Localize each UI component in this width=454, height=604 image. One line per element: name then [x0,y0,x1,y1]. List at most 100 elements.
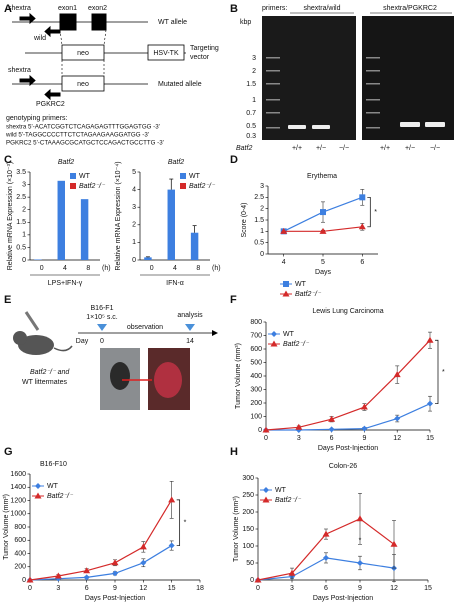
ladder-label: 1.5 [246,81,256,88]
y-tick-label: 3.5 [16,169,26,176]
legend-label: WT [283,331,295,338]
group-label: IFN-α [166,280,184,287]
chart: Batf2 Relative mRNA Expression (×10⁻⁴) 0 1 2… [115,159,221,287]
annotation: * [374,209,377,216]
mouse [18,335,54,355]
legend-swatch [180,173,186,179]
x-tick-label: 15 [424,585,432,592]
y-tick-label: 300 [250,386,262,393]
y-tick-label: 100 [250,413,262,420]
x-tick-label: 4 [173,265,177,272]
primer-label: PGKRC2 [36,101,65,108]
legend-label: WT [275,487,287,494]
marker [97,324,107,331]
marker [393,371,401,378]
x-tick-label: 15 [426,435,434,442]
x-tick-label: 6 [360,259,364,266]
exon-label: exon1 [58,5,77,12]
marker [319,227,327,234]
legend-marker [271,331,277,337]
series-line [266,403,431,431]
bar [34,259,42,260]
gel [362,16,454,140]
arrow [44,88,61,101]
exon [59,13,77,31]
x-tick-label: 9 [358,585,362,592]
chart-title: Erythema [307,173,337,180]
x-tick-label: 9 [113,585,117,592]
y-tick-label: 3 [22,181,26,188]
chart: D Erythema Score (0-4) 0 0.5 1 1.5 2 2.5 3 WT Batf2… [230,154,378,298]
y-tick-label: 1 [260,228,264,235]
y-tick-label: 1400 [10,484,26,491]
series-line [265,339,431,431]
panel-label: C [4,154,12,166]
y-tick-label: 5 [132,169,136,176]
legend-swatch [180,183,186,189]
dash [59,29,63,46]
mice-label: WT littermates [22,379,67,386]
bar [190,232,199,260]
x-tick-label: 3 [297,435,301,442]
series-line [29,545,172,581]
marker [328,426,335,433]
chart-title: Colon-26 [329,463,358,470]
marker [139,543,147,550]
primer-label: shextra [8,67,31,74]
genotype: +/+ [292,145,302,152]
legend-marker [35,483,41,489]
y-tick-label: 250 [242,492,254,499]
y-axis-label: Relative mRNA Expression (×10⁻⁴) [115,161,122,270]
y-tick-label: 0.5 [254,240,264,247]
marker [390,540,398,547]
panel-label: G [4,446,13,458]
neo-box [61,75,105,92]
marker [322,530,330,537]
group-label: LPS+IFN-γ [48,280,83,287]
x-tick-label: 4 [282,259,286,266]
primer-title: genotyping primers: [6,115,68,122]
x-tick-label: 8 [196,265,200,272]
x-tick-label: 12 [393,435,401,442]
marker [357,560,363,566]
photo-tissue [154,362,182,398]
marker [360,403,368,410]
y-axis-label: Relative mRNA Expression (×10⁻³) [7,162,14,271]
x-tick-label: 0 [28,585,32,592]
legend-marker [262,496,270,503]
x-tick-label: 6 [330,435,334,442]
chart-title: Batf2 [168,159,184,166]
y-tick-label: 1 [132,239,136,246]
x-tick-label: 15 [168,585,176,592]
y-tick-label: 200 [250,400,262,407]
row-label: vector [190,54,210,61]
mice-label: Batf2⁻/⁻ and [30,369,70,376]
y-tick-label: 1 [22,232,26,239]
marker [288,569,296,576]
x-axis-label: Days Post-Injection [85,595,145,602]
legend-label: WT [295,281,307,288]
x-tick-label: 4 [63,265,67,272]
bracket [435,339,439,405]
x-tick-label: 5 [321,259,325,266]
y-tick-label: 2 [22,207,26,214]
marker [394,415,401,422]
syringe [24,311,40,331]
legend-label: Batf2⁻/⁻ [189,183,216,190]
box-label: HSV-TK [153,50,179,57]
legend-marker [263,487,269,493]
y-tick-label: 150 [242,526,254,533]
x-tick-label: 3 [56,585,60,592]
sequence: PGKRC2 5'-CTAAAGCGCATGCTCCAGACTGCCTTG -3… [6,140,164,147]
gel-label: shextra/PGKRC2 [383,5,437,12]
annotation: * [359,538,362,545]
legend-swatch [70,183,76,189]
marker [295,423,303,430]
exon [91,13,107,31]
primers-label: primers: [262,5,287,12]
chart: G B16-F10 Tumor Volume (mm³) 0 200 400 600 800 1… [3,446,204,602]
dash [103,29,107,46]
marker [26,576,34,583]
x-axis-label: (h) [102,265,111,272]
y-tick-label: 700 [250,332,262,339]
